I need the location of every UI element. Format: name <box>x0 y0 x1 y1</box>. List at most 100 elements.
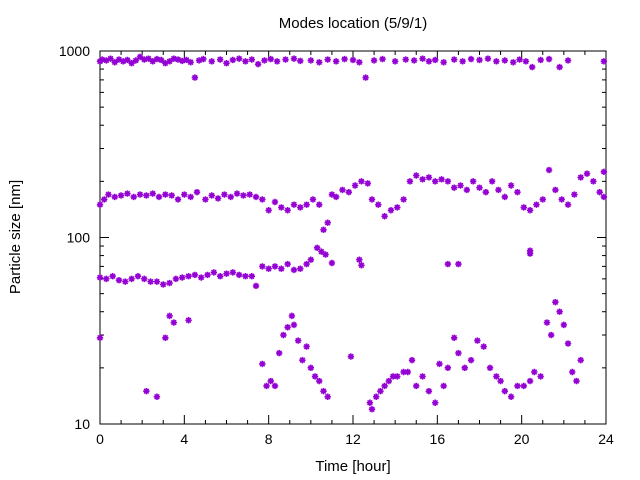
data-point <box>290 55 298 62</box>
x-tick-label: 4 <box>180 431 188 447</box>
data-point <box>400 196 407 203</box>
data-point <box>299 356 306 364</box>
data-point <box>425 174 433 181</box>
data-point <box>170 319 177 326</box>
data-point <box>394 373 401 380</box>
data-point <box>297 265 304 272</box>
data-point <box>303 260 310 268</box>
data-point <box>111 193 118 201</box>
data-point <box>419 176 426 183</box>
data-point <box>284 260 291 268</box>
data-point <box>347 353 355 360</box>
data-point <box>303 201 310 208</box>
data-point <box>495 186 502 194</box>
data-point <box>313 244 321 252</box>
data-point <box>577 174 584 181</box>
data-point <box>153 278 161 285</box>
data-point <box>187 59 194 66</box>
x-tick-label: 12 <box>345 431 361 447</box>
data-point <box>103 275 110 283</box>
y-tick-label: 100 <box>67 230 91 246</box>
data-point <box>520 382 527 390</box>
data-point <box>596 188 603 196</box>
y-tick-label: 1000 <box>59 43 90 59</box>
data-point <box>280 331 287 339</box>
chart-title: Modes location (5/9/1) <box>279 15 427 32</box>
data-point <box>307 364 315 372</box>
data-point <box>476 56 483 64</box>
data-point <box>345 188 352 196</box>
data-point <box>349 56 357 64</box>
data-point <box>307 256 315 263</box>
data-point <box>119 58 127 65</box>
data-point <box>141 56 148 63</box>
data-point <box>413 382 420 390</box>
data-point <box>290 201 298 208</box>
data-point <box>328 191 336 198</box>
data-point <box>522 58 530 65</box>
data-point <box>440 382 447 390</box>
data-point <box>271 263 279 270</box>
data-point <box>157 56 165 64</box>
data-point <box>141 275 148 283</box>
data-point <box>229 269 237 276</box>
data-point <box>510 59 517 66</box>
data-point <box>181 191 188 198</box>
data-point <box>461 364 468 372</box>
data-point <box>172 275 180 283</box>
data-point <box>564 340 572 347</box>
data-point <box>463 186 471 194</box>
data-point <box>179 57 186 65</box>
data-point <box>526 250 534 257</box>
data-point <box>444 178 452 185</box>
data-point <box>124 190 131 197</box>
data-point <box>545 166 553 174</box>
data-point <box>166 58 173 65</box>
data-point <box>96 334 104 341</box>
data-point <box>328 259 336 267</box>
data-point <box>389 373 397 380</box>
data-point <box>235 271 243 279</box>
data-point <box>507 393 515 400</box>
data-point <box>573 377 580 385</box>
data-point <box>332 193 340 201</box>
data-point <box>153 55 161 63</box>
data-point <box>320 387 327 395</box>
data-point <box>284 207 291 214</box>
data-point <box>537 56 544 64</box>
data-point <box>166 312 173 320</box>
data-point <box>115 277 123 284</box>
data-point <box>134 273 142 280</box>
data-point <box>276 349 283 357</box>
data-point <box>556 63 563 71</box>
data-point <box>358 178 365 185</box>
data-point <box>569 368 576 376</box>
data-point <box>480 343 487 350</box>
data-point <box>486 364 494 372</box>
data-point <box>381 213 388 220</box>
data-point <box>155 193 163 201</box>
data-point <box>501 387 508 395</box>
data-point <box>149 190 156 197</box>
data-point <box>265 207 272 214</box>
data-point <box>482 188 490 196</box>
data-point <box>520 204 527 211</box>
y-tick-label: 10 <box>74 416 90 432</box>
data-point <box>316 201 323 208</box>
data-point <box>185 273 192 280</box>
data-point <box>467 55 475 63</box>
data-point <box>259 360 266 368</box>
data-point <box>368 196 376 203</box>
data-point <box>311 373 319 380</box>
data-point <box>261 57 268 64</box>
data-point <box>381 382 388 390</box>
x-axis-label: Time [hour] <box>315 458 390 475</box>
x-tick-label: 20 <box>514 431 530 447</box>
data-point <box>488 178 496 185</box>
data-point <box>107 55 114 62</box>
data-point <box>101 196 108 203</box>
data-point <box>132 57 140 64</box>
plot-frame <box>99 50 607 425</box>
data-point <box>204 271 211 279</box>
